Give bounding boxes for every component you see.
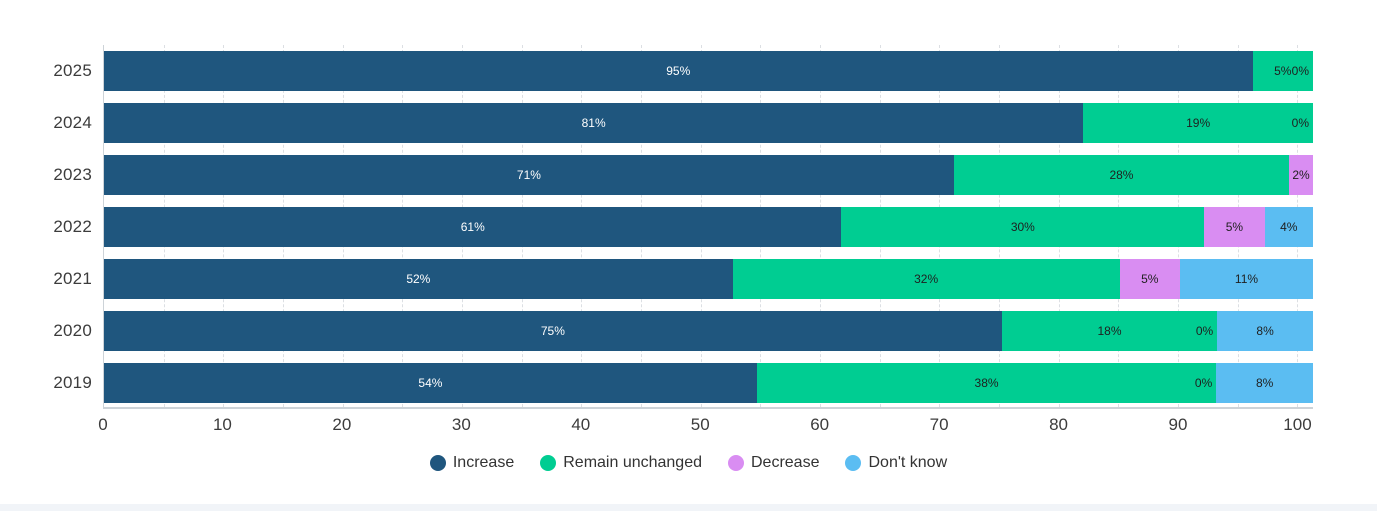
bar-segment-dont-know[interactable]: 4%	[1264, 207, 1313, 247]
x-axis: 0 10 20 30 40 50 60 70 80 90 100	[98, 415, 1313, 437]
y-axis-label: 2023	[53, 165, 92, 184]
y-axis-label: 2022	[53, 217, 92, 236]
plot-area: 95% 5% 0% 81% 19% 0% 71% 28% 2% 61% 30% 5% 4% 52% 32% 5…	[103, 45, 1313, 409]
bar-segment-increase[interactable]: 61%	[104, 207, 842, 247]
legend-item-decrease[interactable]: Decrease	[728, 454, 819, 472]
y-axis-label: 2021	[53, 269, 92, 288]
bar-segment-increase[interactable]: 75%	[104, 311, 1002, 351]
x-axis-tick-label: 30	[451, 415, 471, 434]
bar-segment-unchanged[interactable]: 28%	[953, 155, 1290, 195]
segment-label: 61%	[460, 220, 485, 234]
bar-segment-decrease[interactable]: 5%	[1204, 207, 1265, 247]
legend-item-label: Increase	[452, 454, 515, 471]
segment-label: 54%	[418, 376, 443, 390]
legend-dot-icon	[728, 455, 744, 471]
bar-segment-unchanged[interactable]: 38%	[756, 363, 1217, 403]
segment-label: 38%	[974, 376, 999, 390]
y-axis: 2025 2024 2023 2022 2021 2020 2019	[0, 45, 92, 409]
bar-segment-unchanged[interactable]: 32%	[732, 259, 1120, 299]
bar-track: 52% 32% 5% 11%	[104, 259, 1313, 299]
bar-segment-dont-know[interactable]: 8%	[1216, 363, 1313, 403]
segment-label: 2%	[1292, 168, 1310, 182]
x-axis-tick-label: 50	[690, 415, 710, 434]
legend-item-dont-know[interactable]: Don't know	[845, 454, 947, 472]
x-axis-tick-label: 90	[1168, 415, 1188, 434]
bar-row-2023: 71% 28% 2%	[104, 149, 1313, 201]
segment-label: 19%	[1186, 116, 1211, 130]
segment-label: 30%	[1010, 220, 1035, 234]
x-axis-tick-label: 10	[212, 415, 232, 434]
bar-segment-dont-know[interactable]: 11%	[1179, 259, 1313, 299]
x-axis-tick-label: 80	[1049, 415, 1069, 434]
legend: Increase Remain unchanged Decrease Don't kn…	[0, 454, 1377, 472]
bar-segment-decrease[interactable]: 2%	[1289, 155, 1313, 195]
legend-item-label: Remain unchanged	[563, 454, 702, 471]
segment-label: 5%	[1225, 220, 1244, 234]
segment-label: 95%	[666, 64, 691, 78]
legend-dot-icon	[540, 455, 557, 471]
bar-track: 95% 5% 0%	[104, 51, 1313, 91]
bar-row-2025: 95% 5% 0%	[104, 45, 1313, 97]
bar-segment-increase[interactable]: 81%	[104, 103, 1084, 143]
legend-item-unchanged[interactable]: Remain unchanged	[540, 454, 702, 472]
segment-label: 81%	[581, 116, 606, 130]
bottom-strip	[0, 504, 1377, 511]
legend-dot-icon	[845, 455, 862, 471]
bar-segment-unchanged[interactable]: 19%	[1083, 103, 1313, 143]
segment-label: 4%	[1280, 220, 1298, 234]
bar-row-2019: 54% 38% 0% 8%	[104, 357, 1313, 409]
bar-row-2024: 81% 19% 0%	[104, 97, 1313, 149]
segment-label: 5%	[1141, 272, 1159, 286]
segment-label: 32%	[914, 272, 939, 286]
legend-item-label: Decrease	[751, 454, 820, 471]
x-axis-tick-label: 100	[1283, 415, 1312, 434]
bar-segment-unchanged[interactable]: 30%	[841, 207, 1205, 247]
bar-segment-dont-know[interactable]: 8%	[1217, 311, 1313, 351]
bar-segment-increase[interactable]: 54%	[104, 363, 757, 403]
bar-track: 71% 28% 2%	[104, 155, 1313, 195]
x-axis-tick-label: 40	[571, 415, 591, 434]
bar-segment-increase[interactable]: 52%	[104, 259, 733, 299]
bar-segment-unchanged[interactable]: 18%	[1001, 311, 1218, 351]
segment-label: 5%	[1274, 64, 1292, 78]
bar-track: 81% 19% 0%	[104, 103, 1313, 143]
legend-dot-icon	[429, 455, 446, 471]
y-axis-label: 2024	[53, 113, 92, 132]
segment-label: 52%	[406, 272, 431, 286]
x-axis-tick-label: 60	[810, 415, 830, 434]
x-axis-tick-label: 20	[332, 415, 352, 434]
y-axis-label: 2020	[53, 321, 92, 340]
segment-label: 18%	[1097, 324, 1122, 338]
segment-label: 75%	[540, 324, 565, 338]
legend-item-increase[interactable]: Increase	[429, 454, 515, 472]
segment-label: 28%	[1109, 168, 1134, 182]
bar-track: 54% 38% 0% 8%	[104, 363, 1313, 403]
bar-row-2022: 61% 30% 5% 4%	[104, 201, 1313, 253]
bar-track: 61% 30% 5% 4%	[104, 207, 1313, 247]
segment-label: 8%	[1255, 376, 1274, 390]
bar-segment-decrease[interactable]: 5%	[1119, 259, 1180, 299]
x-axis-tick-label: 0	[98, 415, 108, 434]
bar-row-2020: 75% 18% 0% 8%	[104, 305, 1313, 357]
bar-rows: 95% 5% 0% 81% 19% 0% 71% 28% 2% 61% 30% 5% 4% 52% 32% 5…	[104, 45, 1313, 407]
bar-row-2021: 52% 32% 5% 11%	[104, 253, 1313, 305]
segment-label: 8%	[1256, 324, 1274, 338]
legend-item-label: Don't know	[868, 454, 948, 471]
y-axis-label: 2025	[53, 61, 92, 80]
y-axis-label: 2019	[53, 373, 92, 392]
bar-segment-increase[interactable]: 95%	[104, 51, 1253, 91]
bar-segment-unchanged[interactable]: 5%	[1252, 51, 1313, 91]
segment-label: 11%	[1234, 272, 1259, 286]
bar-segment-increase[interactable]: 71%	[104, 155, 954, 195]
x-axis-tick-label: 70	[929, 415, 949, 434]
bar-track: 75% 18% 0% 8%	[104, 311, 1313, 351]
segment-label: 71%	[516, 168, 541, 182]
